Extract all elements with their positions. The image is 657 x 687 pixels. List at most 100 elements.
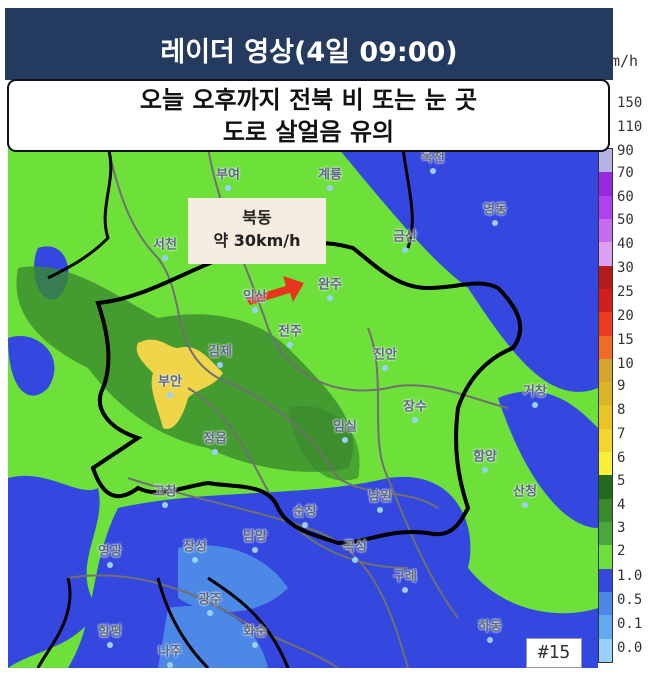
legend-unit: m/h	[611, 52, 639, 70]
legend-swatch	[599, 195, 612, 219]
legend-color-bar	[598, 148, 613, 663]
city-label: 산청	[513, 484, 537, 500]
city-marker-icon	[107, 562, 113, 568]
legend-swatch	[599, 498, 612, 522]
city-marker-icon	[482, 467, 488, 473]
legend-swatch	[599, 405, 612, 429]
legend-label: 25	[617, 284, 634, 300]
legend-label: 0.5	[617, 592, 643, 608]
city-label: 나주	[158, 644, 182, 660]
legend-label: 8	[617, 402, 626, 418]
motion-arrow	[246, 276, 304, 305]
city-label: 영동	[483, 202, 507, 218]
city-label: 곡성	[343, 539, 367, 555]
legend-swatch	[599, 591, 612, 616]
city-marker-icon	[402, 587, 408, 593]
city-marker-icon	[107, 642, 113, 648]
city-label: 임실	[333, 419, 357, 435]
legend-swatch	[599, 358, 612, 383]
legend-label: 30	[617, 260, 634, 276]
city-label: 함양	[473, 449, 497, 465]
city-marker-icon	[217, 362, 223, 368]
legend-label: 0.1	[617, 616, 643, 632]
page-title: 레이더 영상(4일 09:00)	[5, 8, 613, 80]
legend-label: 10	[617, 356, 634, 372]
legend-label: 20	[617, 308, 634, 324]
city-marker-icon	[402, 247, 408, 253]
legend-swatch	[599, 545, 612, 569]
city-marker-icon	[522, 502, 528, 508]
legend-swatch	[599, 149, 612, 173]
city-marker-icon	[167, 392, 173, 398]
legend-label: 0.0	[617, 640, 643, 656]
city-marker-icon	[167, 662, 173, 668]
echo-blue	[178, 545, 288, 612]
city-marker-icon	[327, 185, 333, 191]
legend-label: 1.0	[617, 568, 643, 584]
legend-label: 40	[617, 236, 634, 252]
city-label: 장성	[183, 539, 207, 555]
city-label: 구례	[393, 569, 417, 585]
legend-label: 3	[617, 520, 626, 536]
legend-swatch	[599, 452, 612, 476]
legend-swatch	[599, 638, 612, 662]
legend-swatch	[599, 428, 612, 453]
legend-label: 90	[617, 143, 634, 159]
city-label: 전주	[278, 324, 302, 340]
city-label: 남원	[368, 489, 392, 505]
city-marker-icon	[377, 507, 383, 513]
legend-label: 110	[617, 119, 643, 135]
city-label: 완주	[318, 277, 342, 293]
legend-swatch	[599, 522, 612, 546]
city-label: 김제	[208, 344, 232, 360]
province-border	[156, 576, 290, 668]
city-marker-icon	[207, 610, 213, 616]
legend-swatch	[599, 382, 612, 406]
headline-line2: 도로 살얼음 유의	[222, 118, 395, 146]
city-label: 금산	[393, 229, 417, 245]
legend-swatch	[599, 475, 612, 499]
city-label: 화순	[243, 624, 267, 640]
city-label: 장수	[403, 399, 427, 415]
headline-line1: 오늘 오후까지 전북 비 또는 눈 곳	[139, 86, 478, 114]
echo-blue	[338, 148, 598, 392]
city-marker-icon	[302, 522, 308, 528]
city-label: 진안	[373, 347, 397, 363]
city-label: 고창	[153, 484, 177, 500]
city-label: 정읍	[203, 431, 227, 447]
city-marker-icon	[487, 637, 493, 643]
province-border	[47, 148, 113, 280]
city-marker-icon	[412, 417, 418, 423]
legend-swatch	[599, 335, 612, 359]
echo-blue	[68, 476, 598, 668]
legend-swatch	[599, 288, 612, 313]
echo-blue	[158, 606, 268, 668]
legend-swatch	[599, 172, 612, 196]
headline: 오늘 오후까지 전북 비 또는 눈 곳 도로 살얼음 유의	[7, 79, 610, 152]
echo-blue	[8, 336, 55, 396]
legend-label: 9	[617, 378, 626, 394]
movement-callout: 북동 약 30km/h	[188, 198, 326, 264]
city-marker-icon	[212, 449, 218, 455]
legend-label: 70	[617, 165, 634, 181]
echo-dark-green	[288, 406, 360, 481]
legend-swatch	[599, 312, 612, 336]
city-label: 계룡	[318, 167, 342, 183]
city-label: 순창	[293, 504, 317, 520]
city-label: 영광	[98, 544, 122, 560]
city-label: 광주	[198, 592, 222, 608]
city-marker-icon	[430, 168, 436, 174]
city-marker-icon	[532, 402, 538, 408]
province-border	[401, 148, 414, 249]
movement-direction: 북동	[242, 208, 272, 227]
legend-label: 150	[617, 95, 643, 111]
province-border	[36, 577, 72, 668]
city-marker-icon	[252, 547, 258, 553]
city-label: 함평	[98, 624, 122, 640]
legend-swatch	[599, 242, 612, 266]
echo-blue	[498, 391, 598, 528]
province-border	[90, 240, 523, 546]
radar-echo-layer	[8, 148, 598, 668]
legend-swatch	[599, 218, 612, 243]
city-marker-icon	[352, 557, 358, 563]
